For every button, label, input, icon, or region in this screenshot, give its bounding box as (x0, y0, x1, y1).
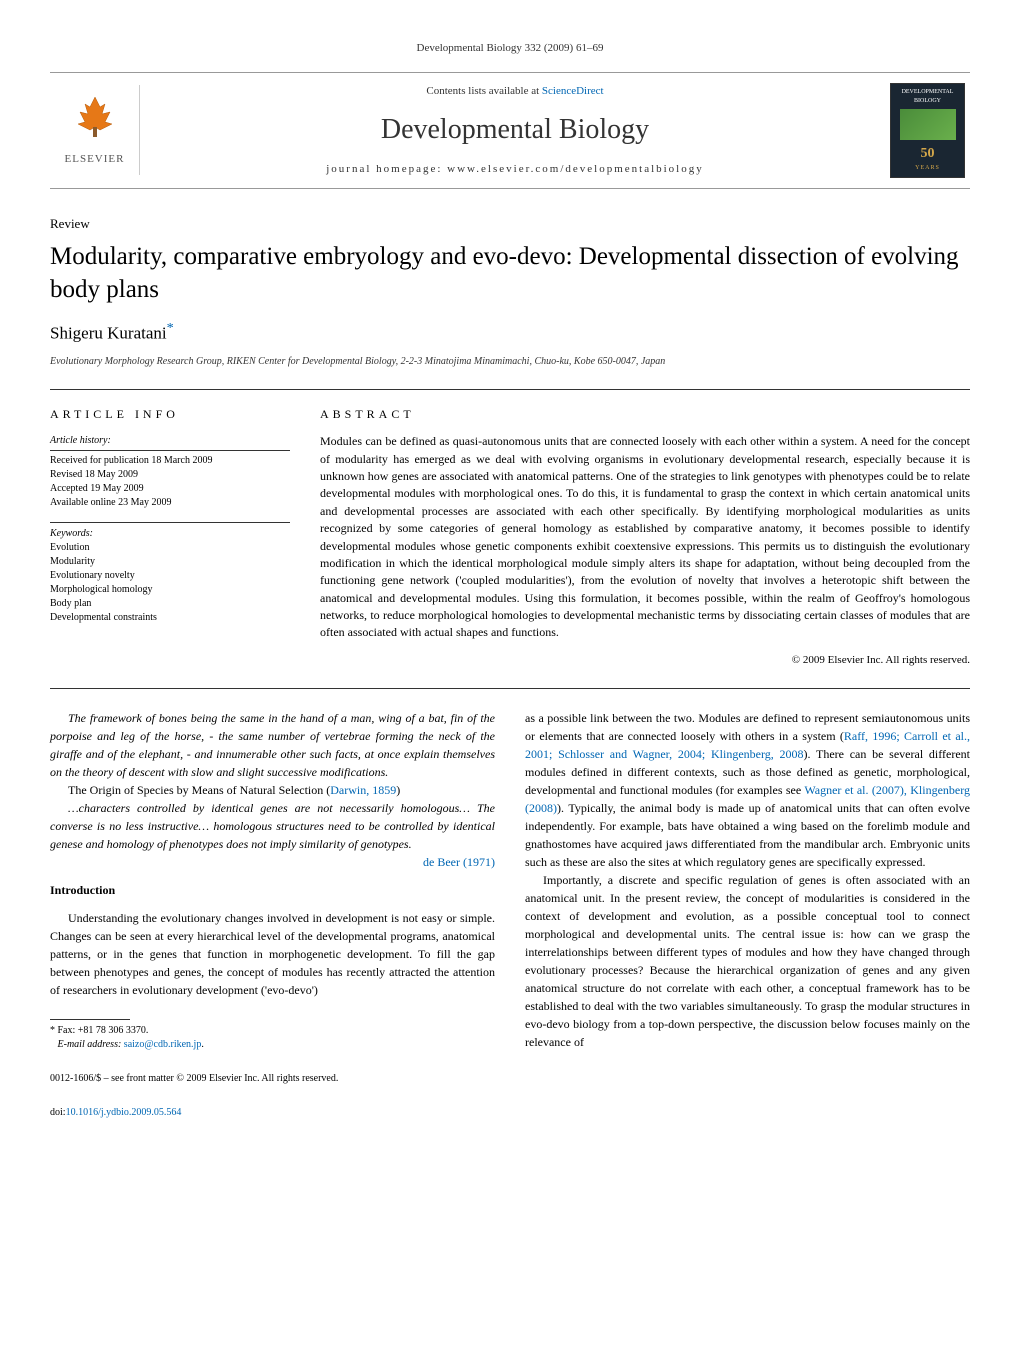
running-head: Developmental Biology 332 (2009) 61–69 (50, 40, 970, 57)
journal-cover-thumbnail: DEVELOPMENTAL BIOLOGY 50 YEARS (890, 83, 965, 178)
history-revised: Revised 18 May 2009 (50, 468, 290, 482)
elsevier-tree-icon (70, 92, 120, 149)
abstract-text: Modules can be defined as quasi-autonomo… (320, 433, 970, 642)
left-column: The framework of bones being the same in… (50, 709, 495, 1120)
author-affiliation: Evolutionary Morphology Research Group, … (50, 354, 970, 369)
email-label: E-mail address: (58, 1039, 124, 1050)
abstract-copyright: © 2009 Elsevier Inc. All rights reserved… (320, 652, 970, 669)
email-suffix: . (201, 1039, 204, 1050)
epigraph-1-source: The Origin of Species by Means of Natura… (50, 781, 495, 799)
col2-p1-suffix: ). Typically, the animal body is made up… (525, 801, 970, 869)
journal-header-bar: ELSEVIER Contents lists available at Sci… (50, 72, 970, 189)
corresponding-fax: * Fax: +81 78 306 3370. (50, 1024, 495, 1038)
epigraph-1-source-prefix: The Origin of Species by Means of Natura… (68, 783, 330, 797)
article-info-column: ARTICLE INFO Article history: Received f… (50, 405, 290, 668)
article-info-heading: ARTICLE INFO (50, 405, 290, 423)
contents-prefix: Contents lists available at (426, 85, 541, 97)
author-name: Shigeru Kuratani* (50, 318, 970, 346)
journal-name: Developmental Biology (150, 109, 880, 151)
epigraph-2-text: …characters controlled by identical gene… (50, 799, 495, 853)
keywords-label: Keywords: (50, 522, 290, 541)
epigraph-2-attribution: de Beer (1971) (50, 853, 495, 871)
cover-badge-number: 50 (921, 143, 935, 164)
keyword: Evolution (50, 541, 290, 555)
info-abstract-row: ARTICLE INFO Article history: Received f… (50, 389, 970, 668)
abstract-heading: ABSTRACT (320, 405, 970, 423)
right-column: as a possible link between the two. Modu… (525, 709, 970, 1120)
keyword: Developmental constraints (50, 611, 290, 625)
contents-available-line: Contents lists available at ScienceDirec… (150, 83, 880, 100)
keyword: Evolutionary novelty (50, 569, 290, 583)
footer-copyright: 0012-1606/$ – see front matter © 2009 El… (50, 1072, 495, 1086)
keyword: Body plan (50, 597, 290, 611)
email-link[interactable]: saizo@cdb.riken.jp (124, 1039, 202, 1050)
publisher-name: ELSEVIER (65, 151, 125, 168)
keyword: Morphological homology (50, 583, 290, 597)
publisher-logo: ELSEVIER (50, 85, 140, 175)
debeer-citation-link[interactable]: de Beer (1971) (423, 855, 495, 869)
body-paragraph-col2-2: Importantly, a discrete and specific reg… (525, 871, 970, 1051)
intro-paragraph-1: Understanding the evolutionary changes i… (50, 909, 495, 999)
cover-title: DEVELOPMENTAL BIOLOGY (895, 88, 960, 106)
corresponding-marker[interactable]: * (167, 320, 174, 336)
keyword: Modularity (50, 555, 290, 569)
history-online: Available online 23 May 2009 (50, 496, 290, 510)
footer-doi: doi:10.1016/j.ydbio.2009.05.564 (50, 1106, 495, 1120)
sciencedirect-link[interactable]: ScienceDirect (542, 85, 604, 97)
body-paragraph-col2-1: as a possible link between the two. Modu… (525, 709, 970, 871)
introduction-heading: Introduction (50, 881, 495, 899)
footnote-separator (50, 1019, 130, 1020)
cover-badge-text: YEARS (915, 164, 940, 173)
journal-center-block: Contents lists available at ScienceDirec… (140, 73, 890, 188)
history-label: Article history: (50, 433, 290, 451)
article-type: Review (50, 214, 970, 234)
body-two-columns: The framework of bones being the same in… (50, 709, 970, 1120)
journal-homepage: journal homepage: www.elsevier.com/devel… (150, 161, 880, 178)
article-history-block: Article history: Received for publicatio… (50, 433, 290, 510)
epigraph-1-source-suffix: ) (396, 783, 400, 797)
section-divider (50, 688, 970, 689)
doi-link[interactable]: 10.1016/j.ydbio.2009.05.564 (66, 1107, 182, 1118)
cover-image (900, 109, 956, 140)
article-title: Modularity, comparative embryology and e… (50, 241, 970, 306)
history-accepted: Accepted 19 May 2009 (50, 482, 290, 496)
epigraph-1-text: The framework of bones being the same in… (50, 709, 495, 781)
author-text: Shigeru Kuratani (50, 324, 167, 343)
darwin-citation-link[interactable]: Darwin, 1859 (330, 783, 396, 797)
doi-prefix: doi: (50, 1107, 66, 1118)
corresponding-email: E-mail address: saizo@cdb.riken.jp. (50, 1038, 495, 1052)
abstract-column: ABSTRACT Modules can be defined as quasi… (320, 405, 970, 668)
history-received: Received for publication 18 March 2009 (50, 454, 290, 468)
